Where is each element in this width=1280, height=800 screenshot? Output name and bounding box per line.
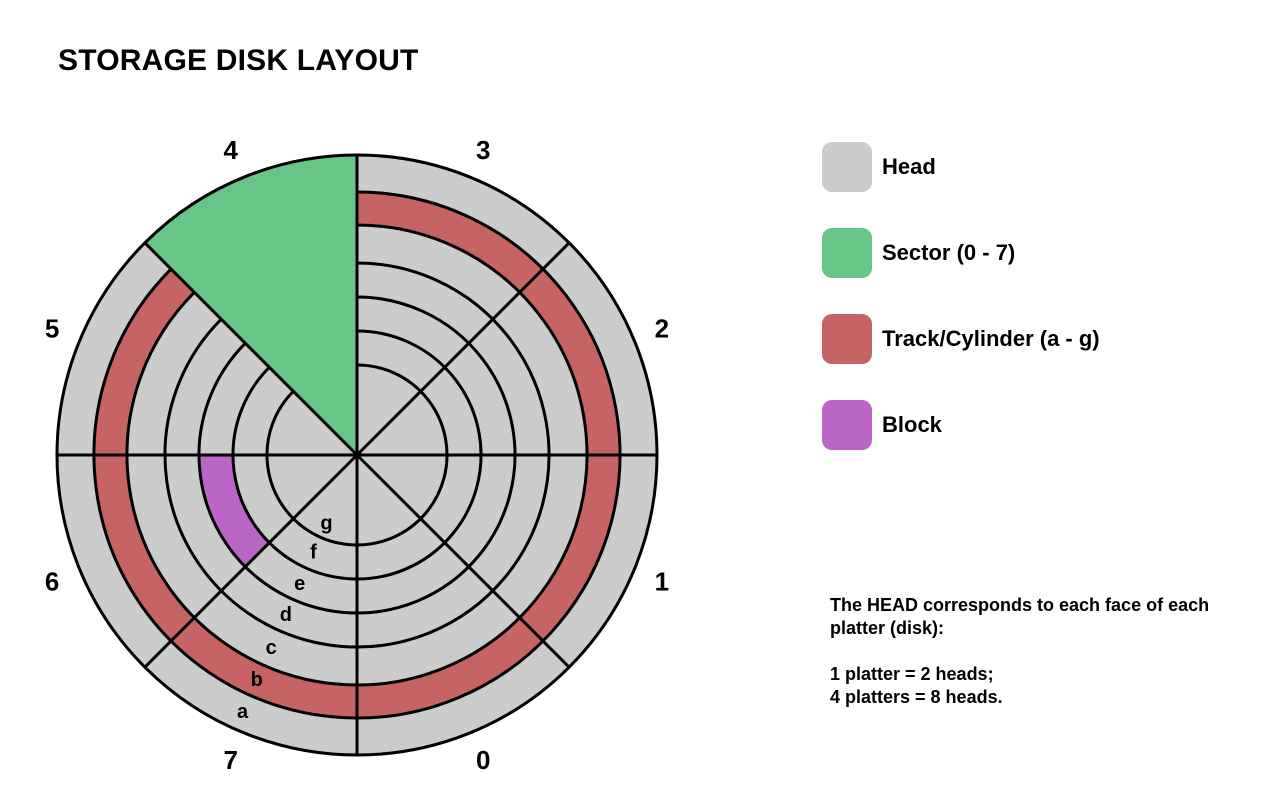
sector-divider [355, 453, 571, 669]
disk-lines [55, 153, 659, 757]
head-swatch-icon [822, 142, 872, 192]
legend-item-track: Track/Cylinder (a - g) [822, 314, 1100, 364]
highlighted-block [199, 455, 270, 567]
sector-label: 3 [476, 135, 490, 165]
sector-label: 5 [45, 314, 59, 344]
track-boundary [265, 363, 449, 547]
sector-label: 2 [655, 314, 669, 344]
legend: Head Sector (0 - 7) Track/Cylinder (a - … [822, 142, 1100, 486]
track-boundary [197, 295, 517, 615]
sector-divider [355, 241, 571, 457]
track-label: d [280, 604, 292, 626]
track-boundary [163, 261, 551, 649]
legend-label: Track/Cylinder (a - g) [882, 326, 1100, 351]
track-label: g [320, 513, 332, 535]
track-label: e [294, 573, 305, 595]
page-title: STORAGE DISK LAYOUT [58, 44, 419, 77]
sector-divider [143, 241, 359, 457]
note-line: 4 platters = 8 heads. [830, 687, 1003, 707]
legend-item-head: Head [822, 142, 1100, 192]
legend-label: Head [882, 154, 936, 179]
legend-label: Block [882, 412, 942, 437]
sector-label: 4 [223, 135, 238, 165]
sector-label: 1 [655, 566, 669, 596]
sector-swatch-icon [822, 228, 872, 278]
block-swatch-icon [822, 400, 872, 450]
track-label: b [251, 669, 263, 691]
track-swatch-icon [822, 314, 872, 364]
track-label: f [310, 542, 317, 564]
legend-item-block: Block [822, 400, 1100, 450]
note-line: The HEAD corresponds to each face of eac… [830, 595, 1210, 638]
head-note: The HEAD corresponds to each face of eac… [830, 594, 1250, 709]
legend-label: Sector (0 - 7) [882, 240, 1016, 265]
track-label: c [266, 637, 277, 659]
sector-label: 7 [223, 745, 237, 775]
sector-label: 6 [45, 566, 59, 596]
track-boundary [231, 329, 483, 581]
track-boundary [125, 223, 589, 687]
highlighted-sector [144, 155, 357, 455]
track-label: a [237, 701, 249, 723]
sector-divider [143, 453, 359, 669]
note-line: 1 platter = 2 heads; [830, 664, 994, 684]
sector-label: 0 [476, 745, 490, 775]
track-boundary [92, 190, 622, 720]
legend-item-sector: Sector (0 - 7) [822, 228, 1100, 278]
